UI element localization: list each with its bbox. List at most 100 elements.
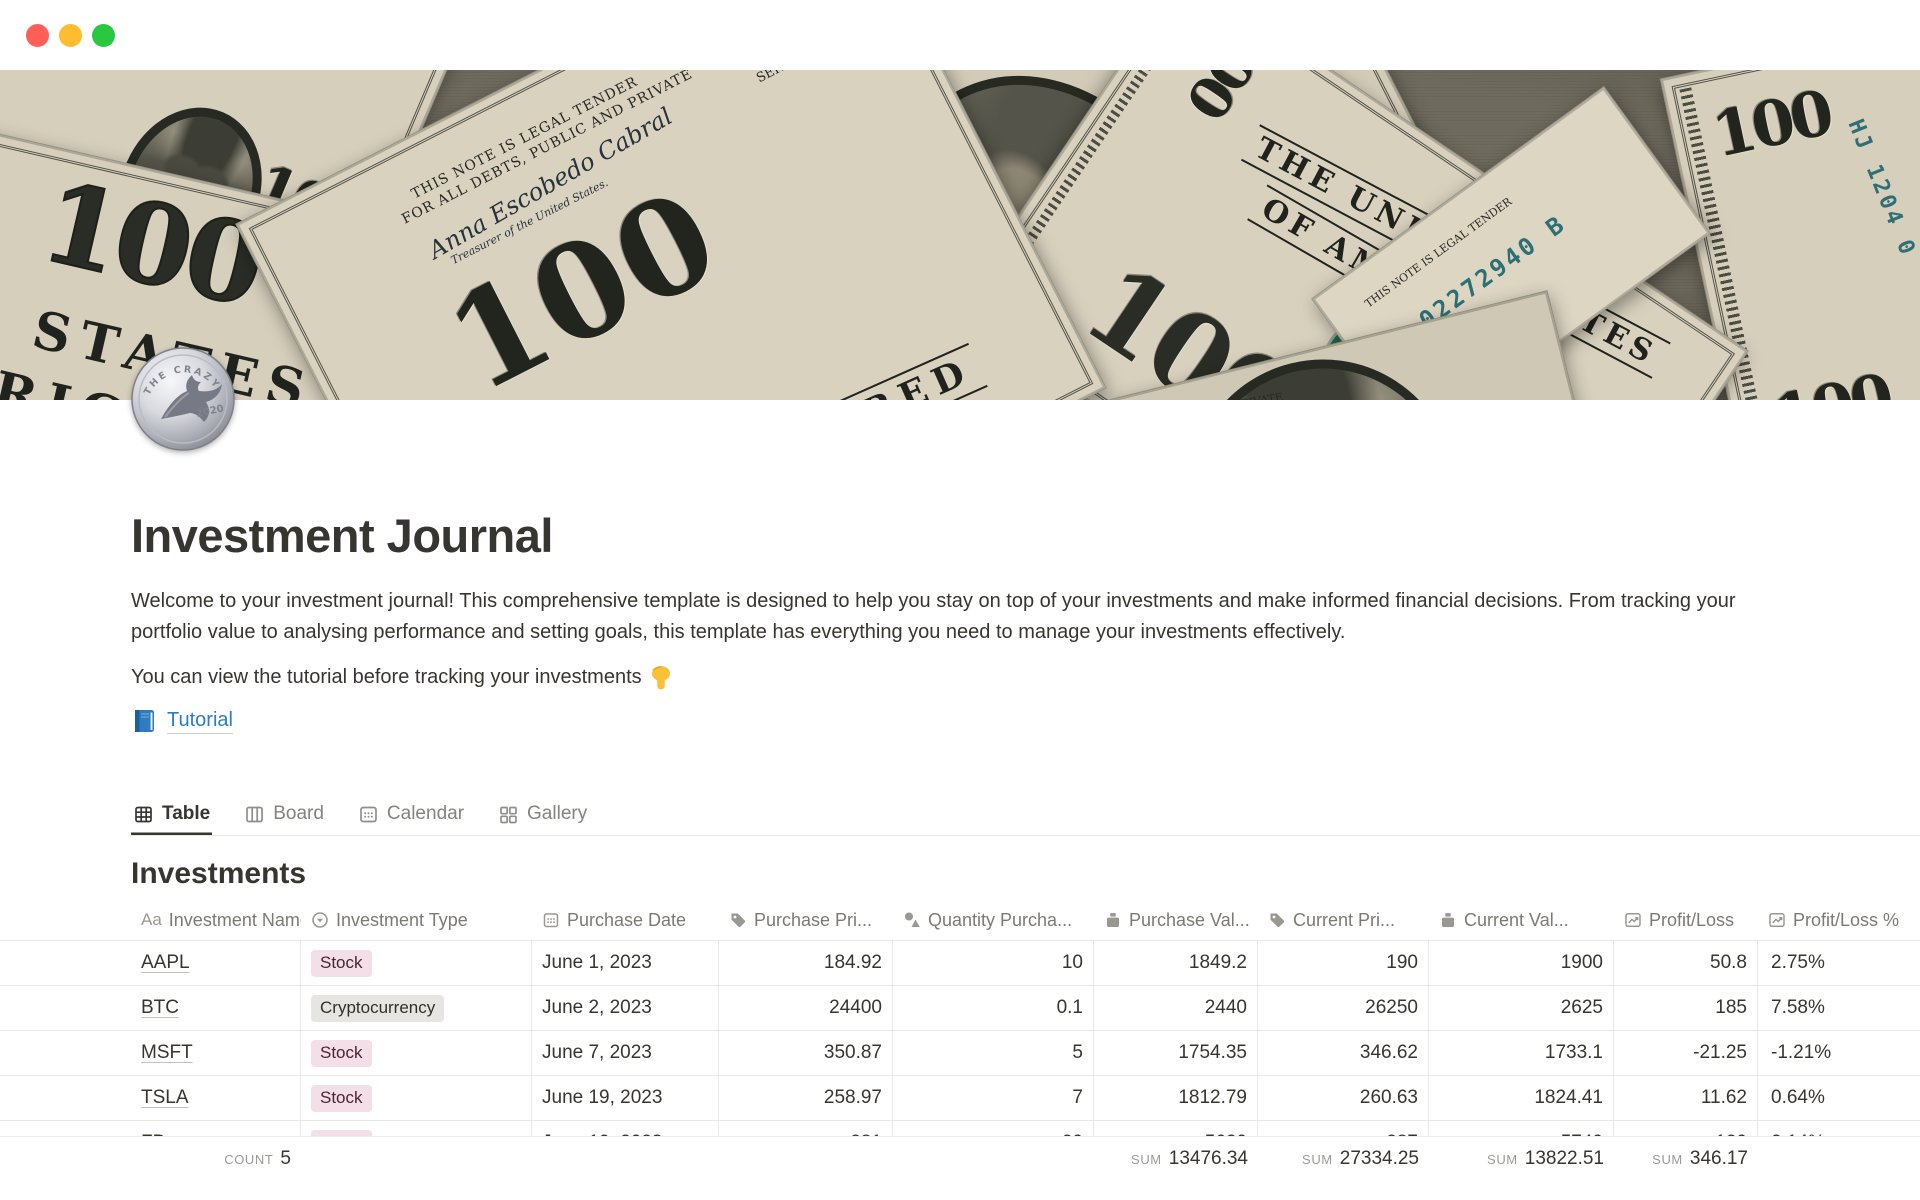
zoom-button[interactable] — [92, 24, 115, 47]
purchase-price-cell[interactable]: 184.92 — [719, 941, 893, 986]
view-tabs: Table Board — [131, 797, 1920, 837]
row-title-link[interactable]: BTC — [141, 997, 179, 1019]
column-header-quantity-purchased[interactable]: Quantity Purcha... — [893, 910, 1094, 931]
date-cell[interactable]: June 19, 2023 — [532, 1076, 719, 1121]
type-badge[interactable]: Cryptocurrency — [311, 995, 445, 1022]
table-row[interactable]: MSFT Stock June 7, 2023 350.87 5 1754.35… — [0, 1031, 1920, 1077]
select-icon — [311, 911, 329, 929]
row-title-link[interactable]: TSLA — [141, 1087, 189, 1109]
tab-board[interactable]: Board — [242, 797, 326, 835]
sum-purchase-value[interactable]: SUM 13476.34 — [1094, 1148, 1258, 1170]
purchase-price-cell[interactable]: 24400 — [719, 986, 893, 1031]
purchase-price-cell[interactable]: 350.87 — [719, 1031, 893, 1076]
current-value-cell[interactable]: 2625 — [1429, 986, 1614, 1031]
date-cell[interactable]: June 7, 2023 — [532, 1031, 719, 1076]
quantity-cell[interactable]: 10 — [893, 941, 1094, 986]
row-title-link[interactable]: AAPL — [141, 952, 190, 974]
purchase-value-cell[interactable]: 1754.35 — [1094, 1031, 1258, 1076]
tag-icon — [1268, 911, 1286, 929]
current-price-cell[interactable]: 260.63 — [1258, 1076, 1429, 1121]
page-icon-coin[interactable]: THE CRAZY ONES 2020 — [126, 339, 235, 451]
profit-loss-pct-cell[interactable]: 7.58% — [1771, 997, 1825, 1019]
page-title[interactable]: Investment Journal — [131, 509, 553, 562]
type-badge[interactable]: Stock — [311, 1085, 372, 1112]
column-header-investment-name[interactable]: Aa Investment Name — [131, 910, 301, 931]
sum-current-value[interactable]: SUM 13822.51 — [1429, 1148, 1614, 1170]
blue-book-icon — [135, 709, 154, 732]
tab-calendar[interactable]: Calendar — [356, 797, 466, 835]
count-calc[interactable]: COUNT 5 — [131, 1148, 301, 1170]
profit-loss-cell[interactable]: -21.25 — [1614, 1031, 1758, 1076]
column-header-profit-loss[interactable]: Profit/Loss — [1614, 910, 1758, 931]
column-header-purchase-date[interactable]: Purchase Date — [532, 910, 719, 931]
current-value-cell[interactable]: 1824.41 — [1429, 1076, 1614, 1121]
board-icon — [244, 804, 265, 825]
table-row[interactable]: TSLA Stock June 19, 2023 258.97 7 1812.7… — [0, 1076, 1920, 1122]
profit-loss-cell[interactable]: 50.8 — [1614, 941, 1758, 986]
column-label: Investment Name — [168, 909, 301, 930]
current-value-cell[interactable]: 1733.1 — [1429, 1031, 1614, 1076]
calendar-icon — [542, 911, 560, 929]
coin-graphic: THE CRAZY ONES 2020 — [126, 339, 235, 451]
column-header-profit-loss-pct[interactable]: Profit/Loss % — [1758, 910, 1920, 931]
profit-loss-pct-cell[interactable]: 0.64% — [1771, 1087, 1825, 1109]
profit-loss-pct-cell[interactable]: 2.75% — [1771, 952, 1825, 974]
tag-icon — [729, 911, 747, 929]
date-cell[interactable]: June 2, 2023 — [532, 986, 719, 1031]
tutorial-link-row[interactable]: Tutorial — [131, 705, 1920, 737]
quantity-cell[interactable]: 0.1 — [893, 986, 1094, 1031]
hint-text: You can view the tutorial before trackin… — [131, 666, 642, 689]
column-label: Purchase Date — [567, 909, 687, 930]
date-cell[interactable]: June 1, 2023 — [532, 941, 719, 986]
profit-loss-cell[interactable]: 11.62 — [1614, 1076, 1758, 1121]
profit-loss-cell[interactable]: 185 — [1614, 986, 1758, 1031]
banner-image[interactable]: UNITED 100 100 STATES RICA 00 THIS NOTE … — [0, 70, 1920, 400]
sum-label: SUM — [1487, 1152, 1518, 1167]
type-badge[interactable]: Stock — [311, 950, 372, 977]
current-price-cell[interactable]: 26250 — [1258, 986, 1429, 1031]
column-label: Purchase Val... — [1129, 909, 1250, 930]
sum-current-price[interactable]: SUM 27334.25 — [1258, 1148, 1429, 1170]
column-label: Current Val... — [1464, 909, 1569, 930]
current-price-cell[interactable]: 346.62 — [1258, 1031, 1429, 1076]
current-price-cell[interactable]: 190 — [1258, 941, 1429, 986]
name-cell: AAPL — [131, 941, 301, 986]
column-label: Investment Type — [336, 909, 468, 930]
quantity-cell[interactable]: 7 — [893, 1076, 1094, 1121]
sum-profit-loss[interactable]: SUM 346.17 — [1614, 1148, 1758, 1170]
profit-loss-pct-cell[interactable]: -1.21% — [1771, 1042, 1832, 1064]
column-header-investment-type[interactable]: Investment Type — [301, 910, 532, 931]
chart-icon — [1768, 911, 1786, 929]
row-title-link[interactable]: MSFT — [141, 1042, 193, 1064]
purchase-price-cell[interactable]: 258.97 — [719, 1076, 893, 1121]
purchase-value-cell[interactable]: 1849.2 — [1094, 941, 1258, 986]
close-button[interactable] — [26, 24, 49, 47]
tab-table[interactable]: Table — [131, 797, 212, 835]
column-header-purchase-value[interactable]: Purchase Val... — [1094, 910, 1258, 931]
column-label: Purchase Pri... — [754, 909, 873, 930]
purchase-value-cell[interactable]: 1812.79 — [1094, 1076, 1258, 1121]
tutorial-hint-line[interactable]: You can view the tutorial before trackin… — [131, 662, 1920, 693]
database-title[interactable]: Investments — [131, 857, 307, 891]
table-row[interactable]: AAPL Stock June 1, 2023 184.92 10 1849.2… — [0, 941, 1920, 987]
minimize-button[interactable] — [59, 24, 82, 47]
intro-paragraph[interactable]: Welcome to your investment journal! This… — [131, 590, 1736, 644]
purchase-value-cell[interactable]: 2440 — [1094, 986, 1258, 1031]
column-header-current-value[interactable]: Current Val... — [1429, 910, 1614, 931]
type-cell: Stock — [301, 1076, 532, 1121]
table-row[interactable]: BTC Cryptocurrency June 2, 2023 24400 0.… — [0, 986, 1920, 1032]
table-icon — [133, 804, 154, 825]
tab-gallery[interactable]: Gallery — [496, 797, 589, 835]
gallery-icon — [498, 804, 519, 825]
column-label: Quantity Purcha... — [928, 909, 1073, 930]
current-value-cell[interactable]: 1900 — [1429, 941, 1614, 986]
sum-label: SUM — [1652, 1152, 1683, 1167]
type-badge[interactable]: Stock — [311, 1040, 372, 1067]
quantity-cell[interactable]: 5 — [893, 1031, 1094, 1076]
column-header-current-price[interactable]: Current Pri... — [1258, 910, 1429, 931]
type-cell: Cryptocurrency — [301, 986, 532, 1031]
column-header-purchase-price[interactable]: Purchase Pri... — [719, 910, 893, 931]
type-cell: Stock — [301, 1031, 532, 1076]
tutorial-link[interactable]: Tutorial — [167, 709, 233, 734]
